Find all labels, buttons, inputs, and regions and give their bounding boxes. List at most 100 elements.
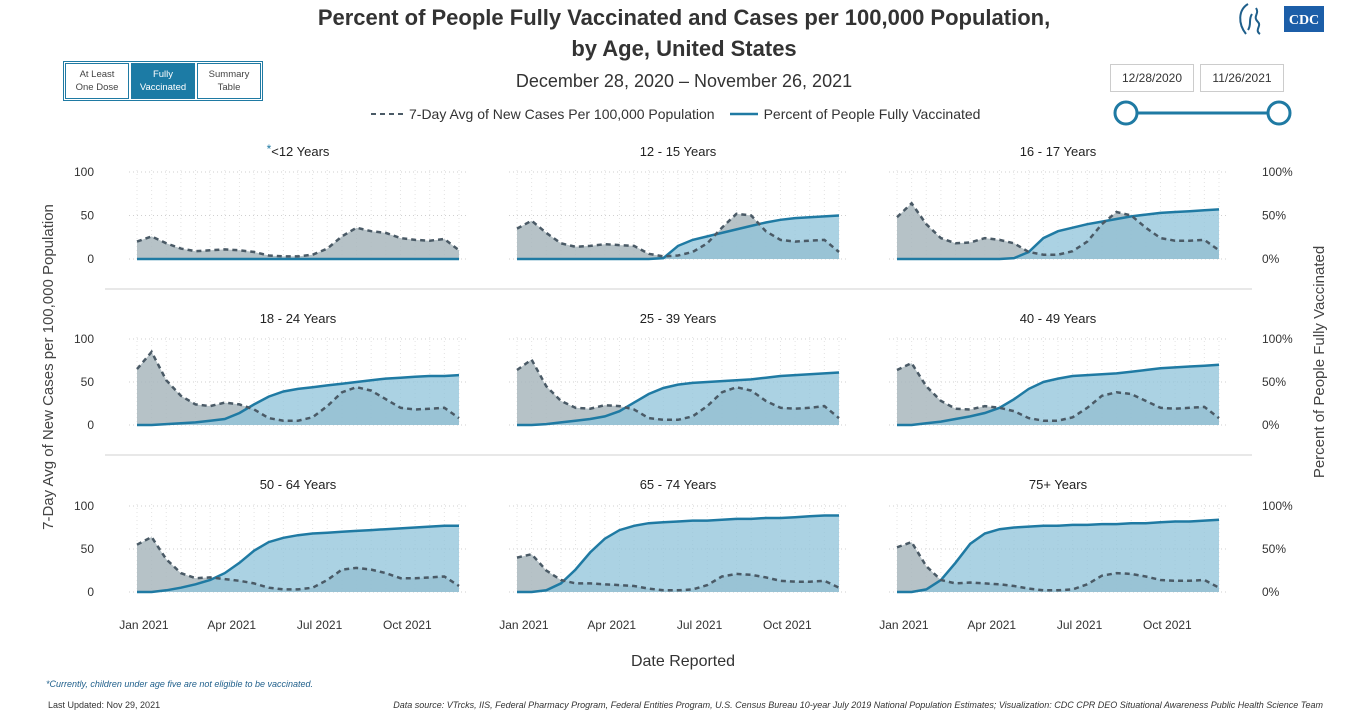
toggle-label-line2: One Dose <box>75 82 119 93</box>
toggle-label-line2: Vaccinated <box>139 82 187 93</box>
right-tick-label: 100% <box>1262 165 1293 179</box>
vaccinated-line <box>137 524 459 594</box>
right-axis-title: Percent of People Fully Vaccinated <box>1311 246 1328 478</box>
toggle-label-line1: At Least <box>79 69 115 80</box>
right-tick-label: 50% <box>1262 542 1286 556</box>
left-tick-label: 0 <box>87 418 94 432</box>
slider-end-handle[interactable] <box>1266 100 1292 126</box>
vaccinated-line <box>137 373 460 427</box>
left-tick-label: 100 <box>74 165 94 179</box>
vaccinated-line <box>517 371 840 427</box>
panel-3: 16 - 17 Years 100% 50% 0% <box>889 144 1293 266</box>
date-range-subtitle: December 28, 2020 – November 26, 2021 <box>515 71 853 91</box>
end-date-input[interactable]: 11/26/2021 <box>1200 64 1284 92</box>
x-tick-label: Jul 2021 <box>1057 618 1103 632</box>
legend-item-cases: 7-Day Avg of New Cases Per 100,000 Popul… <box>370 106 715 122</box>
vaccinated-area <box>517 215 839 259</box>
x-tick-label: Apr 2021 <box>967 618 1016 632</box>
x-tick-label: Jan 2021 <box>119 618 169 632</box>
legend-cases-label: 7-Day Avg of New Cases Per 100,000 Popul… <box>409 106 715 122</box>
x-tick-label: Jan 2021 <box>879 618 929 632</box>
solid-line-icon <box>729 112 758 116</box>
title-line-1: Percent of People Fully Vaccinated and C… <box>317 5 1051 30</box>
view-toggle: At Least One Dose Fully Vaccinated Summary… <box>63 61 263 101</box>
toggle-label-line1: Summary <box>208 69 250 80</box>
slider-start-handle[interactable] <box>1113 100 1139 126</box>
panel-title: 40 - 49 Years <box>1020 311 1097 326</box>
cases-line <box>516 357 840 422</box>
panel-title: 75+ Years <box>1029 477 1088 492</box>
panel-title: 16 - 17 Years <box>1020 144 1097 159</box>
cases-line <box>136 226 460 258</box>
right-tick-label: 50% <box>1262 209 1286 223</box>
panel-7: 50 - 64 Years 100 50 0 Jan 2021 Apr 2021 Jul 2… <box>74 477 469 632</box>
x-tick-label: Oct 2021 <box>383 618 432 632</box>
title-line-2: by Age, United States <box>571 36 797 61</box>
x-tick-label: Apr 2021 <box>207 618 256 632</box>
panel-2: 12 - 15 Years <box>509 144 849 261</box>
right-tick-label: 50% <box>1262 375 1286 389</box>
x-tick-label: Jan 2021 <box>499 618 549 632</box>
date-range-slider[interactable] <box>1106 96 1306 130</box>
cases-line <box>896 361 1220 422</box>
toggle-fully-vaccinated[interactable]: Fully Vaccinated <box>131 63 195 99</box>
panel-6: 40 - 49 Years 100% 50% 0% <box>889 311 1293 432</box>
vaccinated-area <box>137 525 459 592</box>
x-tick-label: Oct 2021 <box>1143 618 1192 632</box>
toggle-at-least-one-dose[interactable]: At Least One Dose <box>65 63 129 99</box>
legend-vaccinated-label: Percent of People Fully Vaccinated <box>763 106 981 122</box>
vaccinated-area <box>517 515 839 592</box>
x-tick-label: Jul 2021 <box>677 618 723 632</box>
x-axis-title: Date Reported <box>631 653 735 670</box>
cdc-logo-box <box>1284 6 1324 32</box>
panel-5: 25 - 39 Years <box>509 311 849 427</box>
panel-8: 65 - 74 Years Jan 2021 Apr 2021 Jul 2021 Oct… <box>499 477 849 632</box>
cases-area <box>137 227 459 259</box>
legend: 7-Day Avg of New Cases Per 100,000 Popul… <box>370 106 988 122</box>
x-tick-label: Oct 2021 <box>763 618 812 632</box>
chart-title: Percent of People Fully Vaccinated and C… <box>0 2 1368 64</box>
left-tick-label: 100 <box>74 332 94 346</box>
right-tick-label: 100% <box>1262 499 1293 513</box>
cases-line <box>516 552 840 592</box>
cases-line <box>136 349 460 422</box>
right-tick-label: 0% <box>1262 585 1280 599</box>
left-tick-label: 100 <box>74 499 94 513</box>
panel-title-text: <12 Years <box>271 144 330 159</box>
cases-line <box>896 540 1220 592</box>
x-tick-label: Jul 2021 <box>297 618 343 632</box>
toggle-summary-table[interactable]: Summary Table <box>197 63 261 99</box>
panel-4: 18 - 24 Years 100 50 0 <box>74 311 469 432</box>
vaccinated-line <box>897 208 1220 261</box>
cdc-logo: CDC <box>1239 3 1324 35</box>
panel-title: 50 - 64 Years <box>260 477 337 492</box>
data-source: Data source: VTrcks, IIS, Federal Pharma… <box>393 700 1323 710</box>
toggle-label-line2: Table <box>217 82 241 93</box>
vaccinated-line <box>897 363 1220 427</box>
vaccinated-area <box>897 209 1219 259</box>
right-tick-label: 100% <box>1262 332 1293 346</box>
vaccinated-line <box>897 518 1220 594</box>
left-tick-label: 50 <box>81 542 95 556</box>
left-tick-label: 50 <box>81 209 95 223</box>
panel-1: *<12 Years 100 50 0 <box>74 142 469 266</box>
footnote: *Currently, children under age five are … <box>46 679 313 689</box>
last-updated: Last Updated: Nov 29, 2021 <box>48 700 161 710</box>
vaccinated-area <box>517 372 839 425</box>
vaccinated-line <box>517 214 840 261</box>
panel-9: 75+ Years 100% 50% 0% Jan 2021 Apr 2021 Jul 20… <box>879 477 1293 632</box>
cdc-logo-text: CDC <box>1289 13 1319 28</box>
start-date-input[interactable]: 12/28/2020 <box>1110 64 1194 92</box>
cases-line <box>896 201 1220 256</box>
right-tick-label: 0% <box>1262 252 1280 266</box>
left-tick-label: 0 <box>87 585 94 599</box>
toggle-label-line1: Fully <box>152 69 174 80</box>
right-tick-label: 0% <box>1262 418 1280 432</box>
vaccinated-line <box>517 514 839 594</box>
vaccinated-area <box>137 375 459 425</box>
panel-title: 25 - 39 Years <box>640 311 717 326</box>
left-tick-label: 0 <box>87 252 94 266</box>
panel-title: 65 - 74 Years <box>640 477 717 492</box>
panel-title: *<12 Years <box>267 142 330 159</box>
